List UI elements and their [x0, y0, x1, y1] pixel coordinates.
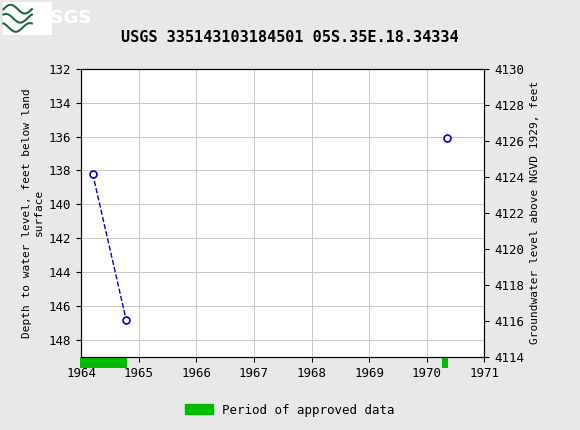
Text: USGS: USGS [36, 9, 91, 27]
Y-axis label: Depth to water level, feet below land
surface: Depth to water level, feet below land su… [22, 88, 44, 338]
Text: USGS 335143103184501 05S.35E.18.34334: USGS 335143103184501 05S.35E.18.34334 [121, 30, 459, 45]
FancyBboxPatch shape [3, 2, 52, 35]
Y-axis label: Groundwater level above NGVD 1929, feet: Groundwater level above NGVD 1929, feet [530, 81, 539, 344]
Legend: Period of approved data: Period of approved data [180, 399, 400, 421]
